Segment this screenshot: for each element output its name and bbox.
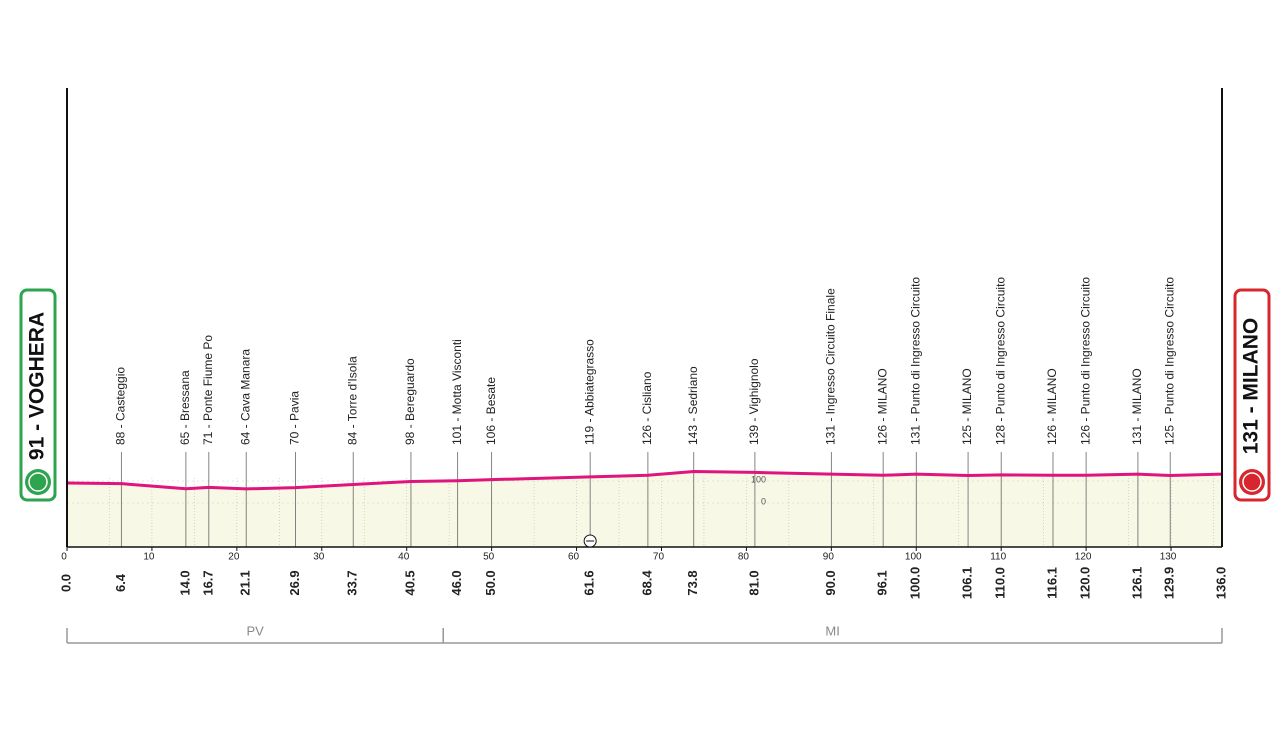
waypoint-label: 98 - Bereguardo bbox=[403, 358, 417, 445]
km-label: 21.1 bbox=[238, 570, 253, 595]
x-tick-label: 50 bbox=[483, 552, 495, 563]
km-label: 96.1 bbox=[875, 570, 890, 595]
waypoint-label: 126 - Cisliano bbox=[640, 371, 654, 445]
waypoint-label: 131 - MILANO bbox=[1130, 368, 1144, 445]
km-label: 16.7 bbox=[200, 570, 215, 595]
km-label: 46.0 bbox=[449, 570, 464, 595]
km-label: 33.7 bbox=[345, 570, 360, 595]
km-label: 26.9 bbox=[287, 570, 302, 595]
town-label: 131 - MILANO bbox=[1240, 318, 1263, 455]
region-label: PV bbox=[246, 623, 264, 638]
km-label: 106.1 bbox=[960, 567, 975, 600]
x-tick-label: 40 bbox=[398, 552, 410, 563]
x-tick-label: 70 bbox=[653, 552, 665, 563]
waypoint-label: 125 - Punto di Ingresso Circuito bbox=[1162, 277, 1176, 445]
x-tick-label: 80 bbox=[738, 552, 750, 563]
waypoint-label: 101 - Motta Visconti bbox=[450, 339, 464, 445]
town-icon bbox=[1242, 472, 1262, 492]
y-tick-label: 100 bbox=[751, 474, 766, 484]
km-label: 100.0 bbox=[908, 567, 923, 600]
x-tick-label: 30 bbox=[313, 552, 325, 563]
x-tick-label: 0 bbox=[61, 552, 67, 563]
waypoint-label: 126 - MILANO bbox=[875, 368, 889, 445]
x-tick-label: 130 bbox=[1160, 552, 1177, 563]
waypoint-label: 65 - Bressana bbox=[178, 370, 192, 445]
waypoint-label: 131 - Ingresso Circuito Finale bbox=[824, 288, 838, 445]
waypoint-label: 64 - Cava Manara bbox=[238, 349, 252, 445]
waypoint-label: 70 - Pavia bbox=[288, 391, 302, 445]
km-label: 120.0 bbox=[1078, 567, 1093, 600]
km-label: 90.0 bbox=[823, 570, 838, 595]
y-tick-label: 0 bbox=[761, 496, 766, 506]
x-tick-label: 90 bbox=[823, 552, 835, 563]
elevation-line bbox=[66, 470, 1223, 491]
km-label: 116.1 bbox=[1044, 567, 1059, 599]
waypoint-label: 119 - Abbiategrasso bbox=[582, 339, 596, 445]
km-label: 14.0 bbox=[177, 570, 192, 595]
waypoint-label: 128 - Punto di Ingresso Circuito bbox=[993, 277, 1007, 445]
town-icon bbox=[28, 472, 48, 492]
x-tick-label: 60 bbox=[568, 552, 580, 563]
x-tick-label: 110 bbox=[990, 552, 1006, 563]
x-tick-label: 120 bbox=[1075, 552, 1092, 563]
km-label: 50.0 bbox=[483, 570, 498, 595]
km-label: 73.8 bbox=[685, 570, 700, 595]
km-label: 68.4 bbox=[639, 570, 654, 596]
waypoint-label: 131 - Punto di Ingresso Circuito bbox=[908, 277, 922, 445]
km-label: 110.0 bbox=[993, 567, 1008, 599]
waypoint-label: 125 - MILANO bbox=[960, 368, 974, 445]
waypoint-label: 84 - Torre d'Isola bbox=[345, 356, 359, 445]
town-label: 91 - VOGHERA bbox=[26, 312, 49, 460]
km-label: 136.0 bbox=[1213, 567, 1228, 600]
town-box bbox=[19, 288, 57, 502]
waypoint-label: 88 - Casteggio bbox=[114, 367, 128, 445]
waypoint-label: 71 - Ponte Fiume Po bbox=[201, 335, 215, 445]
km-label: 0.0 bbox=[58, 574, 73, 592]
waypoint-label: 106 - Besate bbox=[484, 377, 498, 445]
km-label: 129.9 bbox=[1162, 567, 1177, 600]
x-tick-label: 100 bbox=[905, 552, 922, 563]
region-label: MI bbox=[825, 623, 839, 638]
km-label: 6.4 bbox=[113, 573, 128, 592]
waypoint-label: 126 - MILANO bbox=[1045, 368, 1059, 445]
waypoint-label: 139 - Vighignolo bbox=[747, 358, 761, 445]
waypoint-label: 126 - Punto di Ingresso Circuito bbox=[1078, 277, 1092, 445]
x-tick-label: 10 bbox=[143, 552, 155, 563]
km-label: 126.1 bbox=[1129, 567, 1144, 600]
km-label: 40.5 bbox=[402, 570, 417, 595]
km-label: 61.6 bbox=[582, 570, 597, 595]
waypoint-label: 143 - Sedriano bbox=[686, 366, 700, 445]
km-label: 81.0 bbox=[746, 570, 761, 595]
profile-fill bbox=[67, 471, 1222, 547]
x-tick-label: 20 bbox=[228, 552, 240, 563]
town-box bbox=[1233, 288, 1271, 502]
